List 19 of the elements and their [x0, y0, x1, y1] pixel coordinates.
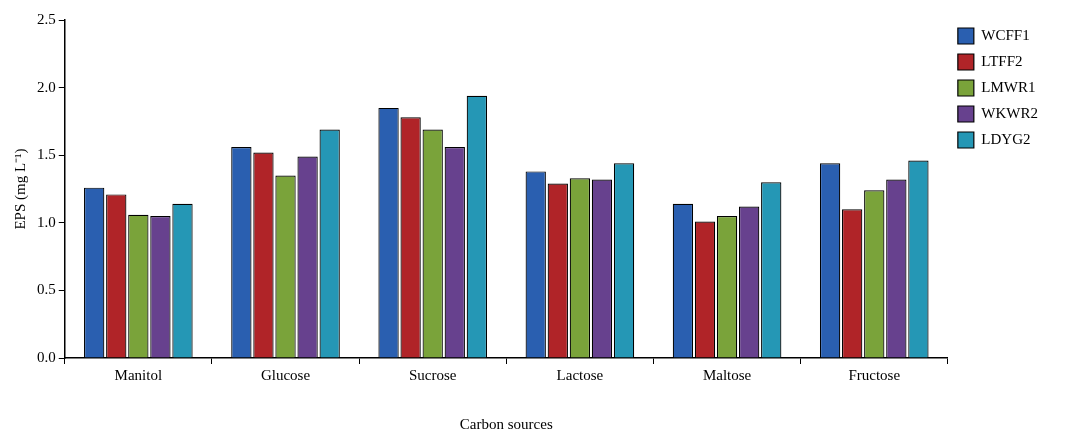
x-axis-title: Carbon sources: [459, 415, 553, 432]
legend-label: LDYG2: [981, 130, 1031, 147]
legend-label: LTFF2: [981, 52, 1023, 69]
x-tick-label: Sucrose: [408, 366, 457, 383]
x-tick-label: Glucose: [260, 366, 311, 383]
legend-label: LMWR1: [981, 78, 1036, 95]
legend-label: WKWR2: [981, 104, 1038, 121]
y-tick-label: 2.5: [37, 10, 56, 27]
y-tick-label: 1.5: [37, 146, 56, 163]
y-tick-label: 2.0: [37, 78, 56, 95]
legend-label: WCFF1: [981, 26, 1030, 43]
x-tick-label: Maltose: [702, 366, 752, 383]
y-axis-title: EPS (mg L⁻¹): [11, 148, 29, 230]
y-tick-label: 0.0: [37, 348, 56, 365]
x-tick-label: Fructose: [848, 366, 901, 383]
y-tick-label: 0.5: [37, 281, 56, 298]
x-tick-label: Lactose: [556, 366, 604, 383]
y-tick-label: 1.0: [37, 213, 56, 230]
x-tick-label: Manitol: [114, 366, 163, 383]
